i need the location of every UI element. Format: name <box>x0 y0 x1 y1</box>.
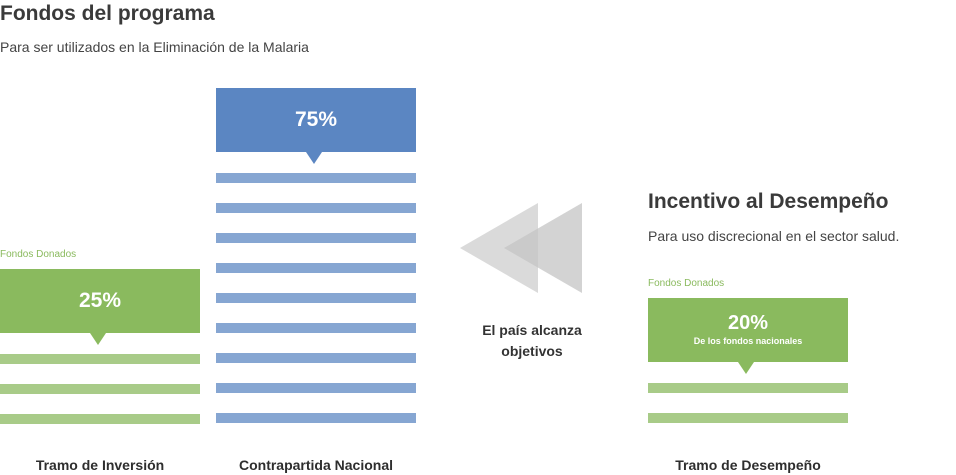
investment-stripe <box>0 354 200 364</box>
counterpart-pointer <box>306 152 322 164</box>
performance-subheading: Para uso discrecional en el sector salud… <box>648 228 900 244</box>
investment-stripe <box>0 414 200 424</box>
page-title: Fondos del programa <box>0 2 215 25</box>
performance-pointer <box>738 362 754 374</box>
performance-stripe <box>648 383 848 393</box>
performance-donated-label: Fondos Donados <box>648 278 725 289</box>
counterpart-stripe <box>216 263 416 273</box>
performance-heading: Incentivo al Desempeño <box>648 190 889 213</box>
counterpart-stripe <box>216 383 416 393</box>
arrow-caption: El país alcanza objetivos <box>482 322 582 359</box>
investment-column-label: Tramo de Inversión <box>35 457 165 473</box>
investment-donated-label: Fondos Donados <box>0 249 77 260</box>
performance-note: De los fondos nacionales <box>693 336 803 346</box>
investment-percent: 25% <box>78 289 122 312</box>
counterpart-stripe <box>216 323 416 333</box>
counterpart-box: 75% <box>216 88 416 152</box>
investment-box: 25% <box>0 269 200 333</box>
double-left-arrow-icon <box>460 203 582 293</box>
performance-box: 20% De los fondos nacionales <box>648 298 848 362</box>
counterpart-stripe <box>216 173 416 183</box>
investment-stripe <box>0 384 200 394</box>
counterpart-stripe <box>216 413 416 423</box>
performance-stripe <box>648 413 848 423</box>
performance-percent: 20% <box>727 312 769 334</box>
investment-pointer <box>90 333 106 345</box>
counterpart-percent: 75% <box>294 108 338 131</box>
counterpart-column-label: Contrapartida Nacional <box>238 457 394 473</box>
counterpart-stripe <box>216 293 416 303</box>
counterpart-stripe <box>216 233 416 243</box>
counterpart-stripe <box>216 353 416 363</box>
counterpart-stripe <box>216 203 416 213</box>
page-subtitle: Para ser utilizados en la Eliminación de… <box>0 39 309 55</box>
performance-column-label: Tramo de Desempeño <box>675 457 821 473</box>
